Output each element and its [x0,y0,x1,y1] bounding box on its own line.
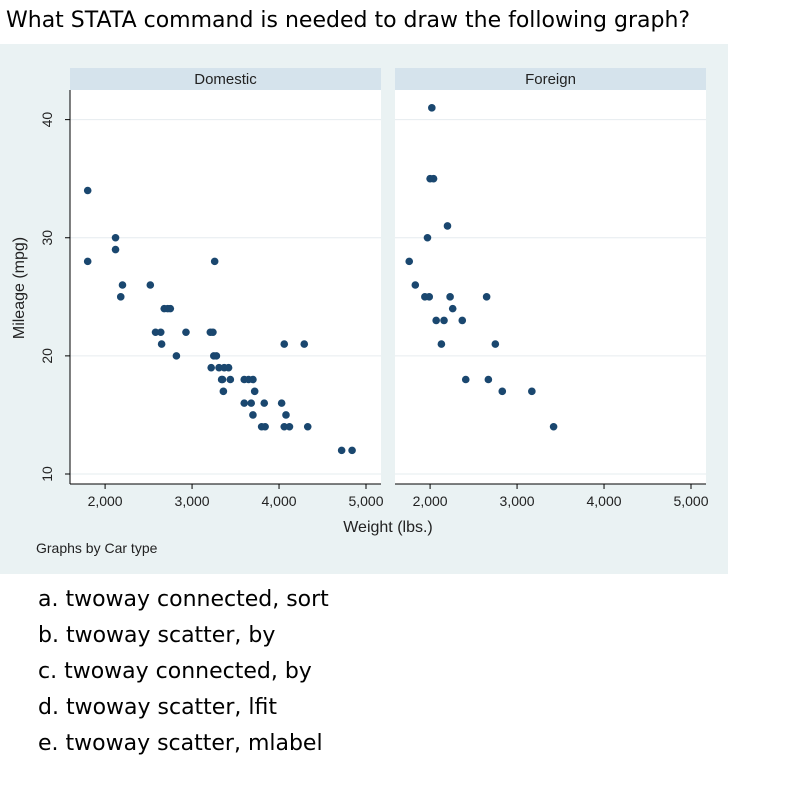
data-point [157,340,166,348]
data-point [146,281,155,289]
panel-title: Foreign [525,71,576,88]
data-point [182,328,190,337]
data-point [440,316,448,325]
panel-strip [395,68,706,90]
figure: Domestic 2,000 3,000 4,000 5,000 Foreign 2,000… [0,44,728,574]
data-point [405,257,414,266]
x-tick-label: 3,000 [175,493,210,509]
data-point [484,375,493,384]
data-point [411,281,420,289]
data-point [210,257,219,266]
data-point [437,340,446,348]
data-point [261,422,269,431]
scatter-chart: Domestic 2,000 3,000 4,000 5,000 Foreign 2,000… [11,68,709,556]
data-point [280,422,289,431]
data-point [491,340,500,348]
data-point [240,399,249,407]
data-point [425,293,434,301]
data-point [277,399,286,407]
data-point [83,186,92,195]
answer-list: a. twoway connected, sort b. twoway scat… [38,584,329,764]
data-point [212,352,221,360]
data-point [443,222,452,230]
data-point [209,328,217,337]
data-point [423,233,432,242]
data-point [432,316,440,325]
data-point [207,363,215,372]
answer-option-e[interactable]: e. twoway scatter, mlabel [38,731,323,756]
data-point [458,316,467,325]
data-point [446,293,454,301]
graph-note: Graphs by Car type [36,540,158,556]
data-point [218,375,227,384]
x-tick-label: 4,000 [587,493,622,509]
data-point [118,281,127,289]
data-point [498,387,507,396]
data-point [224,363,233,372]
data-point [260,399,269,407]
y-tick-label: 20 [39,348,55,364]
x-tick-label: 3,000 [500,493,535,509]
data-point [249,375,257,384]
data-point [280,340,289,348]
data-point [303,422,312,431]
data-point [247,399,255,407]
data-point [111,245,120,254]
data-point [448,304,457,313]
data-point [172,352,181,360]
answer-option-a[interactable]: a. twoway connected, sort [38,587,329,612]
plot-area [70,90,381,484]
data-point [282,411,290,419]
data-point [300,340,309,348]
panel-title: Domestic [194,71,257,88]
data-point [166,304,175,313]
question-text: What STATA command is needed to draw the… [6,8,691,33]
answer-option-c[interactable]: c. twoway connected, by [38,659,312,684]
data-point [156,328,165,337]
x-tick-label: 2,000 [88,493,123,509]
data-point [226,375,235,384]
data-point [83,257,92,266]
data-point [215,363,223,372]
panel-strip [70,68,381,90]
x-tick-label: 4,000 [262,493,297,509]
y-axis-title: Mileage (mpg) [11,237,28,339]
data-point [111,233,120,242]
data-point [116,293,125,301]
y-tick-label: 40 [39,112,55,128]
data-point [482,293,491,301]
data-point [249,411,257,419]
data-point [219,387,228,396]
plot-area [395,90,706,484]
data-point [428,104,436,112]
data-point [250,387,259,396]
data-point [549,422,558,431]
x-tick-label: 5,000 [348,493,383,509]
data-point [348,446,356,455]
data-point [285,422,294,431]
x-tick-label: 5,000 [673,493,708,509]
x-tick-label: 2,000 [413,493,448,509]
y-tick-label: 10 [39,466,55,482]
x-axis-title: Weight (lbs.) [343,519,433,536]
data-point [429,174,438,183]
answer-option-b[interactable]: b. twoway scatter, by [38,623,276,648]
data-point [337,446,346,455]
data-point [528,387,536,396]
data-point [461,375,470,384]
data-point [151,328,160,337]
answer-option-d[interactable]: d. twoway scatter, lfit [38,695,277,720]
y-tick-label: 30 [39,230,55,246]
